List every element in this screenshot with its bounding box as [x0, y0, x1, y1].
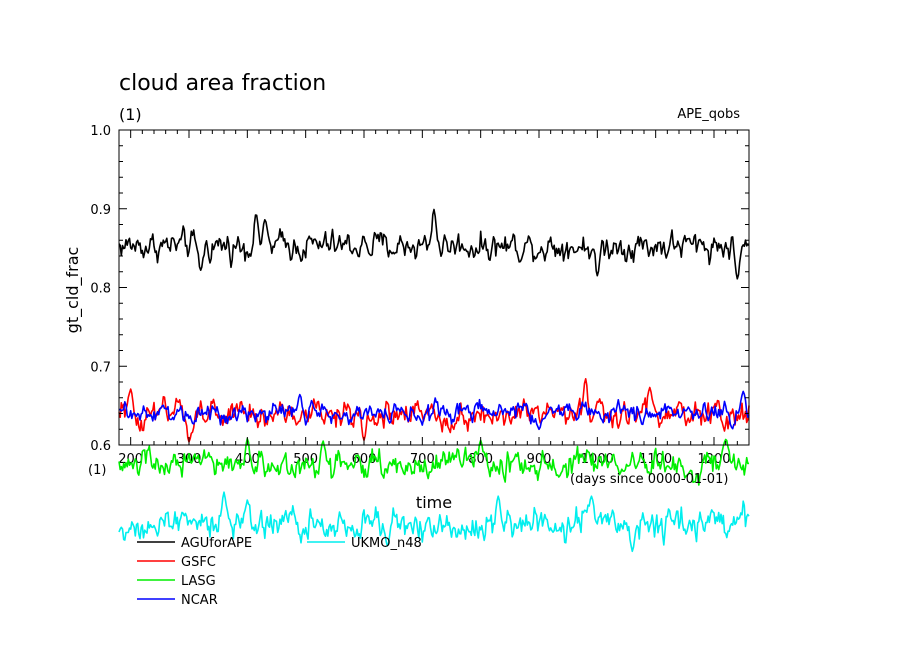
legend: AGUforAPE GSFC LASG NCAR UKMO_n48: [137, 536, 422, 608]
legend-label: NCAR: [181, 593, 218, 608]
x-axis-label: time: [416, 493, 452, 512]
legend-label: UKMO_n48: [351, 536, 422, 551]
chart-title: cloud area fraction: [119, 71, 326, 96]
series-lines: [118, 208, 750, 553]
y-tick-labels: 0.6 0.7 0.8 0.9 1.0: [90, 124, 111, 454]
series-line-aguforape: [118, 208, 750, 280]
experiment-label: APE_qobs: [677, 107, 740, 122]
legend-label: GSFC: [181, 555, 216, 570]
x-axis-unit: (days since 0000-01-01): [570, 472, 728, 487]
series-line-ncar: [118, 390, 750, 431]
y-tick-label: 0.8: [90, 282, 111, 297]
y-axis-label: gt_cld_frac: [63, 247, 83, 334]
y-tick-label: 0.6: [90, 439, 111, 454]
y-tick-label: 0.9: [90, 203, 111, 218]
x-tick-label: 400: [235, 452, 260, 467]
series-line-ukmo_n48: [118, 491, 750, 553]
legend-label: LASG: [181, 574, 216, 589]
x-tick-label: 700: [410, 452, 435, 467]
y-tick-label: 0.7: [90, 360, 111, 375]
legend-label: AGUforAPE: [181, 536, 252, 551]
chart-subtitle-unit: (1): [119, 105, 142, 124]
x-unit-prefix: (1): [88, 463, 106, 478]
series-line-lasg: [118, 437, 750, 486]
tick-marks: [118, 129, 750, 446]
plot-frame: [118, 129, 750, 446]
y-tick-label: 1.0: [90, 124, 111, 139]
